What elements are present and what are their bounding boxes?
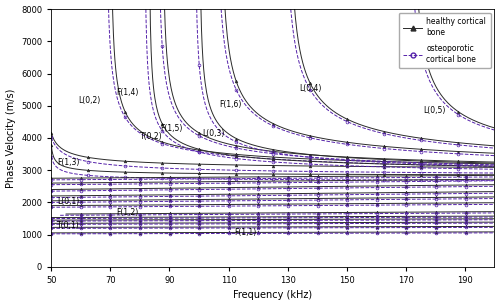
Text: F(1,1): F(1,1) [234, 228, 256, 237]
Text: F(1,4): F(1,4) [116, 88, 138, 97]
Text: F(1,3): F(1,3) [57, 158, 80, 167]
Text: L(0,4): L(0,4) [300, 84, 322, 92]
X-axis label: Frequency (kHz): Frequency (kHz) [234, 290, 312, 300]
Legend: healthy cortical
bone, osteoporotic
cortical bone: healthy cortical bone, osteoporotic cort… [398, 13, 490, 69]
Text: F(1,6): F(1,6) [220, 100, 242, 109]
Text: L(0,1): L(0,1) [57, 197, 80, 206]
Y-axis label: Phase Velocity (m/s): Phase Velocity (m/s) [6, 88, 16, 188]
Text: L(0,2): L(0,2) [78, 96, 100, 105]
Text: L(0,5): L(0,5) [424, 106, 446, 115]
Text: L(0,3): L(0,3) [202, 129, 224, 138]
Text: F(1,2): F(1,2) [116, 207, 138, 217]
Text: T(0,1): T(0,1) [57, 222, 80, 230]
Text: T(0,2): T(0,2) [140, 132, 162, 141]
Text: F(1,5): F(1,5) [160, 124, 183, 133]
